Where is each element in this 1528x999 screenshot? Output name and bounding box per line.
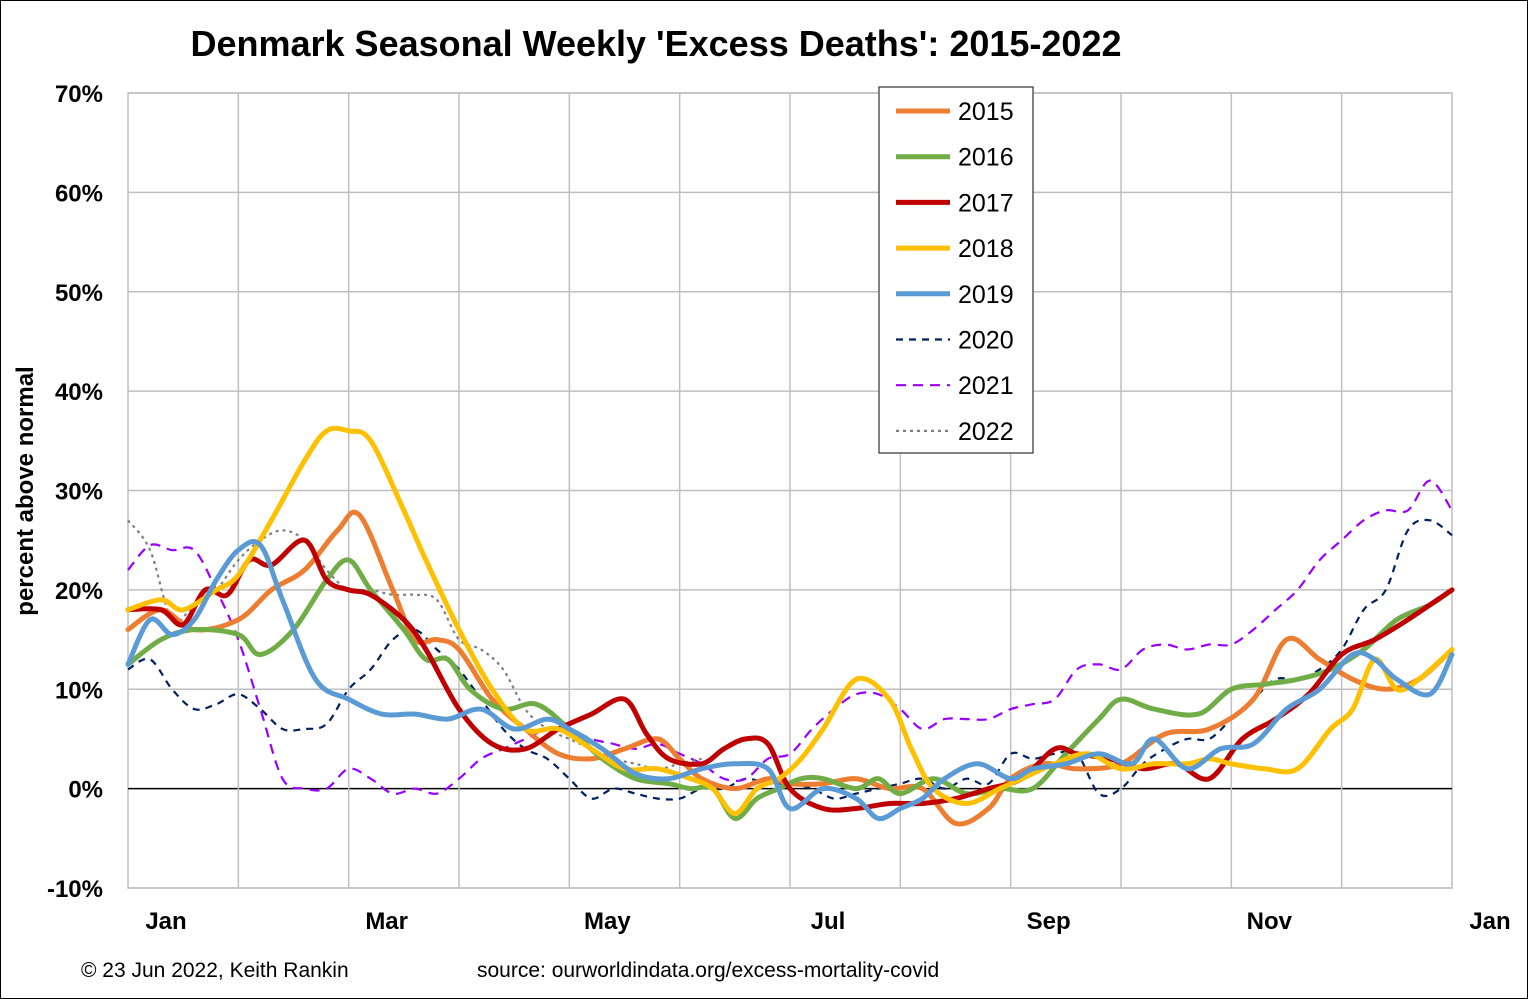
- x-tick-label: May: [584, 908, 631, 935]
- legend-box: [878, 86, 1034, 454]
- x-tick-labels: Jan Mar May Jul Sep Nov Jan: [145, 908, 1510, 935]
- y-tick-labels: -10% 0% 10% 20% 30% 40% 50% 60% 70%: [47, 81, 103, 903]
- x-tick-label: Sep: [1027, 908, 1071, 935]
- legend-label-2017: 2017: [958, 189, 1014, 217]
- y-axis-label: percent above normal: [12, 366, 39, 615]
- series-line-2019: [125, 539, 1455, 822]
- legend-label-2019: 2019: [958, 281, 1014, 309]
- y-tick-label: 50%: [55, 280, 103, 307]
- x-tick-label: Jul: [811, 908, 846, 935]
- y-tick-label: 60%: [55, 180, 103, 207]
- series-line-2015: [125, 509, 1455, 827]
- legend-label-2015: 2015: [958, 98, 1014, 126]
- x-tick-label: Mar: [365, 908, 408, 935]
- legend-label-2022: 2022: [958, 418, 1014, 446]
- legend-label-2020: 2020: [958, 327, 1014, 355]
- y-tick-label: 30%: [55, 479, 103, 506]
- x-tick-label: Jan: [145, 908, 186, 935]
- legend-label-2018: 2018: [958, 235, 1014, 263]
- x-tick-label: Jan: [1469, 908, 1510, 935]
- legend: 2015 2016 2017 2018 2019 2020 2021 2022: [878, 86, 1034, 454]
- y-tick-label: 70%: [55, 81, 103, 108]
- chart-title: Denmark Seasonal Weekly 'Excess Deaths':…: [190, 23, 1121, 64]
- legend-label-2021: 2021: [958, 372, 1014, 400]
- series-line-2018: [125, 425, 1455, 816]
- footer-source: source: ourworldindata.org/excess-mortal…: [477, 959, 939, 982]
- footer-copyright: © 23 Jun 2022, Keith Rankin: [81, 959, 349, 982]
- series-line-2017: [125, 537, 1455, 813]
- y-tick-label: 20%: [55, 578, 103, 605]
- y-tick-label: -10%: [47, 876, 103, 903]
- x-tick-label: Nov: [1247, 908, 1293, 935]
- series-lines: [125, 425, 1455, 827]
- y-tick-label: 0%: [68, 777, 103, 804]
- y-tick-label: 40%: [55, 379, 103, 406]
- series-line-2016: [125, 557, 1455, 821]
- y-tick-label: 10%: [55, 677, 103, 704]
- legend-label-2016: 2016: [958, 144, 1014, 172]
